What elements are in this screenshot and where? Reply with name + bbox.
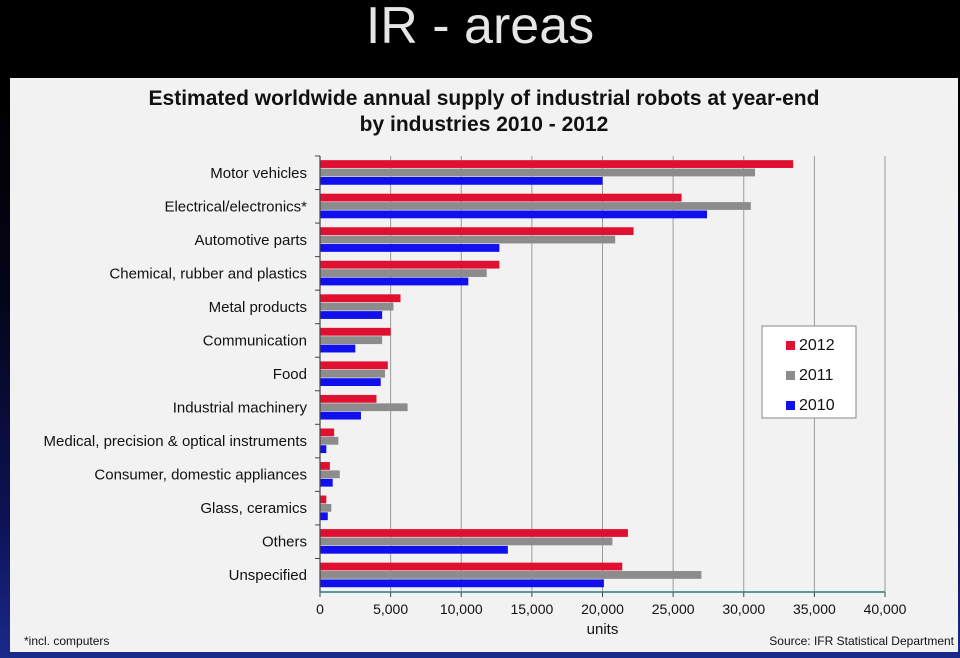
bar-2011 bbox=[320, 503, 332, 512]
bar-2010 bbox=[320, 176, 603, 185]
chart-panel: Estimated worldwide annual supply of ind… bbox=[10, 78, 958, 652]
chart-title-line1: Estimated worldwide annual supply of ind… bbox=[148, 87, 820, 110]
legend-swatch-2010 bbox=[786, 401, 795, 410]
bar-2010 bbox=[320, 478, 333, 487]
bar-2012 bbox=[320, 193, 682, 202]
bar-2012 bbox=[320, 294, 401, 303]
bar-2012 bbox=[320, 462, 330, 470]
bar-2010 bbox=[320, 344, 356, 353]
bar-2010 bbox=[320, 411, 361, 420]
category-label: Motor vehicles bbox=[210, 165, 307, 182]
bar-2011 bbox=[320, 403, 408, 412]
category-label: Industrial machinery bbox=[173, 400, 308, 417]
bar-2011 bbox=[320, 537, 613, 546]
x-tick-label: 15,000 bbox=[510, 601, 553, 617]
bar-2011 bbox=[320, 202, 751, 210]
bar-2011 bbox=[320, 571, 702, 579]
bar-2010 bbox=[320, 311, 383, 319]
bar-2010 bbox=[320, 277, 469, 286]
category-label: Electrical/electronics* bbox=[164, 198, 307, 215]
bar-2011 bbox=[320, 269, 487, 277]
bar-2012 bbox=[320, 495, 327, 504]
bar-2012 bbox=[320, 562, 623, 571]
category-label: Unspecified bbox=[229, 567, 307, 584]
bar-2012 bbox=[320, 160, 794, 168]
bar-2012 bbox=[320, 529, 628, 537]
bar-2011 bbox=[320, 235, 616, 244]
x-tick-label: 35,000 bbox=[793, 601, 836, 617]
category-label: Automotive parts bbox=[194, 232, 307, 249]
bar-2011 bbox=[320, 369, 385, 378]
x-tick-label: 40,000 bbox=[864, 601, 907, 617]
legend-swatch-2011 bbox=[786, 371, 795, 380]
bar-2010 bbox=[320, 378, 381, 386]
bar-2011 bbox=[320, 470, 340, 479]
legend-box bbox=[761, 325, 857, 419]
bar-2010 bbox=[320, 512, 328, 521]
category-label: Consumer, domestic appliances bbox=[94, 467, 307, 484]
bar-2012 bbox=[320, 361, 388, 370]
source-note: Source: IFR Statistical Department bbox=[769, 634, 954, 648]
bar-chart: 0 5,000 10,000 15,000 20,000 25,000 30,000 35,0… bbox=[44, 155, 907, 638]
category-label: Others bbox=[262, 534, 307, 551]
x-axis-label: units bbox=[587, 621, 619, 638]
legend-swatch-2012 bbox=[786, 341, 795, 350]
bar-2010 bbox=[320, 445, 327, 454]
category-label: Food bbox=[273, 366, 307, 383]
bar-2012 bbox=[320, 394, 377, 403]
bar-2010 bbox=[320, 579, 604, 588]
x-tick-label: 30,000 bbox=[722, 601, 765, 617]
bar-2010 bbox=[320, 210, 708, 219]
x-tick-label: 5,000 bbox=[373, 601, 408, 617]
category-label: Chemical, rubber and plastics bbox=[109, 265, 307, 282]
bar-2011 bbox=[320, 436, 339, 445]
bar-2011 bbox=[320, 336, 383, 345]
category-label: Communication bbox=[203, 332, 307, 349]
x-tick-label: 25,000 bbox=[652, 601, 695, 617]
bar-2011 bbox=[320, 168, 756, 177]
x-tick-label: 20,000 bbox=[581, 601, 624, 617]
chart-title: Estimated worldwide annual supply of ind… bbox=[10, 86, 958, 138]
slide-title: IR - areas bbox=[365, 0, 595, 55]
footnote: *incl. computers bbox=[24, 634, 110, 648]
category-label: Glass, ceramics bbox=[200, 500, 307, 517]
bar-2010 bbox=[320, 244, 500, 252]
legend-label-2012: 2012 bbox=[799, 337, 835, 354]
x-tick-label: 10,000 bbox=[440, 601, 483, 617]
bar-2011 bbox=[320, 302, 394, 311]
legend-label-2010: 2010 bbox=[799, 397, 835, 414]
bar-2012 bbox=[320, 327, 391, 336]
bar-2012 bbox=[320, 260, 500, 269]
bar-2012 bbox=[320, 227, 634, 236]
legend-label-2011: 2011 bbox=[799, 367, 834, 384]
category-label: Medical, precision & optical instruments bbox=[44, 433, 307, 450]
bar-2012 bbox=[320, 428, 335, 437]
bar-2010 bbox=[320, 545, 508, 554]
category-label: Metal products bbox=[209, 299, 307, 316]
x-tick-label: 0 bbox=[316, 601, 324, 617]
chart-title-line2: by industries 2010 - 2012 bbox=[359, 113, 609, 136]
